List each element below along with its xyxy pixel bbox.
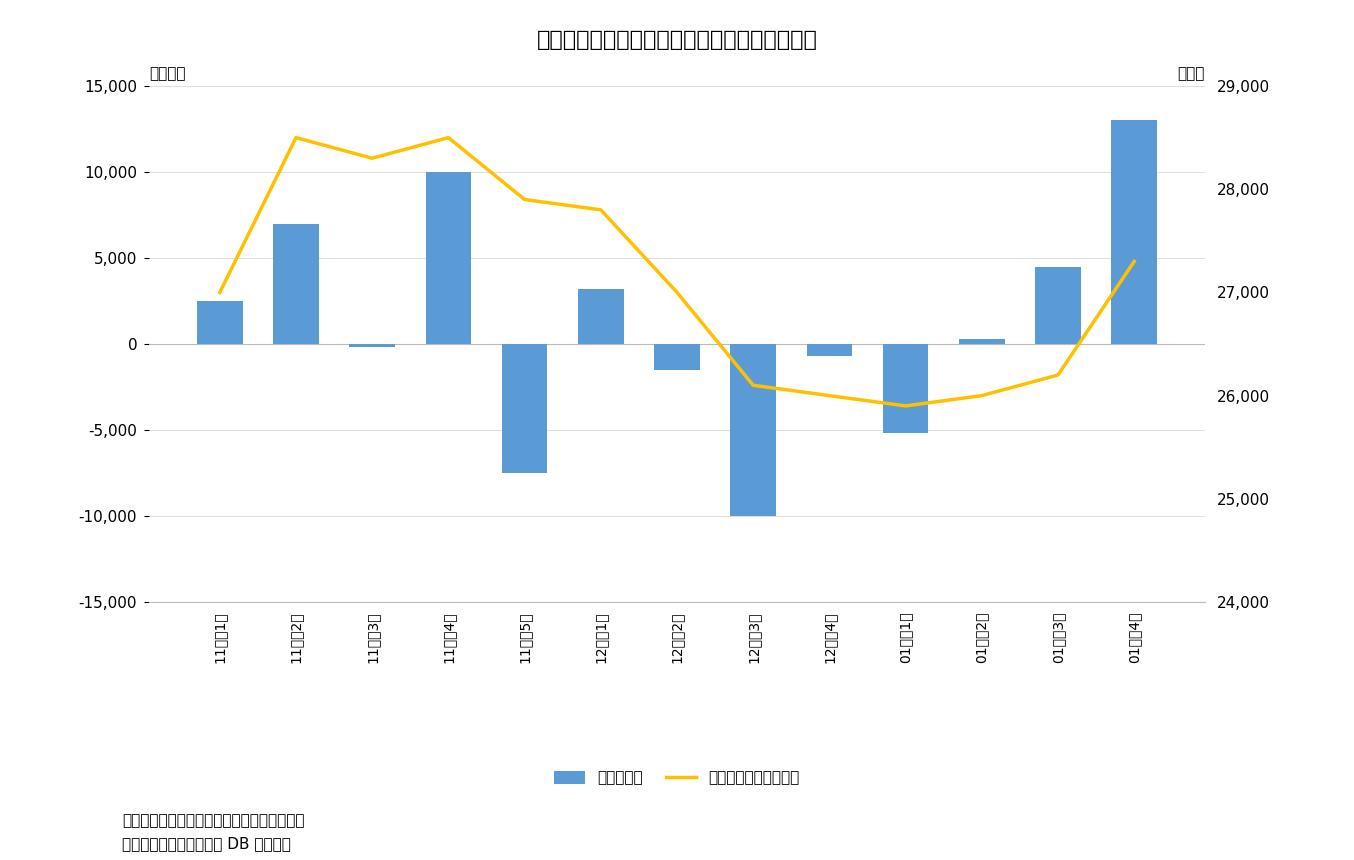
Bar — [425, 172, 471, 344]
Bar — [578, 289, 624, 344]
Bar — [1036, 267, 1080, 344]
Text: 図表２　海外投賄家は１月後半に大幅買い越し: 図表２ 海外投賄家は１月後半に大幅買い越し — [536, 30, 818, 50]
Bar — [959, 339, 1005, 344]
Bar — [502, 344, 547, 473]
Text: （円）: （円） — [1178, 66, 1205, 81]
Bar — [654, 344, 700, 370]
Bar — [349, 344, 395, 347]
Bar — [196, 301, 242, 344]
Text: （億円）: （億円） — [149, 66, 185, 81]
Text: （資料）ニッセイ基礎研 DB から作成: （資料）ニッセイ基礎研 DB から作成 — [122, 836, 291, 851]
Bar — [883, 344, 929, 433]
Bar — [807, 344, 852, 356]
Text: （注）海外投賄家の現物と先物の合計、週次: （注）海外投賄家の現物と先物の合計、週次 — [122, 813, 305, 827]
Bar — [1112, 120, 1158, 344]
Bar — [730, 344, 776, 516]
Legend: 海外投賄家, 日経平均株価（右軸）: 海外投賄家, 日経平均株価（右軸） — [548, 765, 806, 792]
Bar — [274, 224, 318, 344]
